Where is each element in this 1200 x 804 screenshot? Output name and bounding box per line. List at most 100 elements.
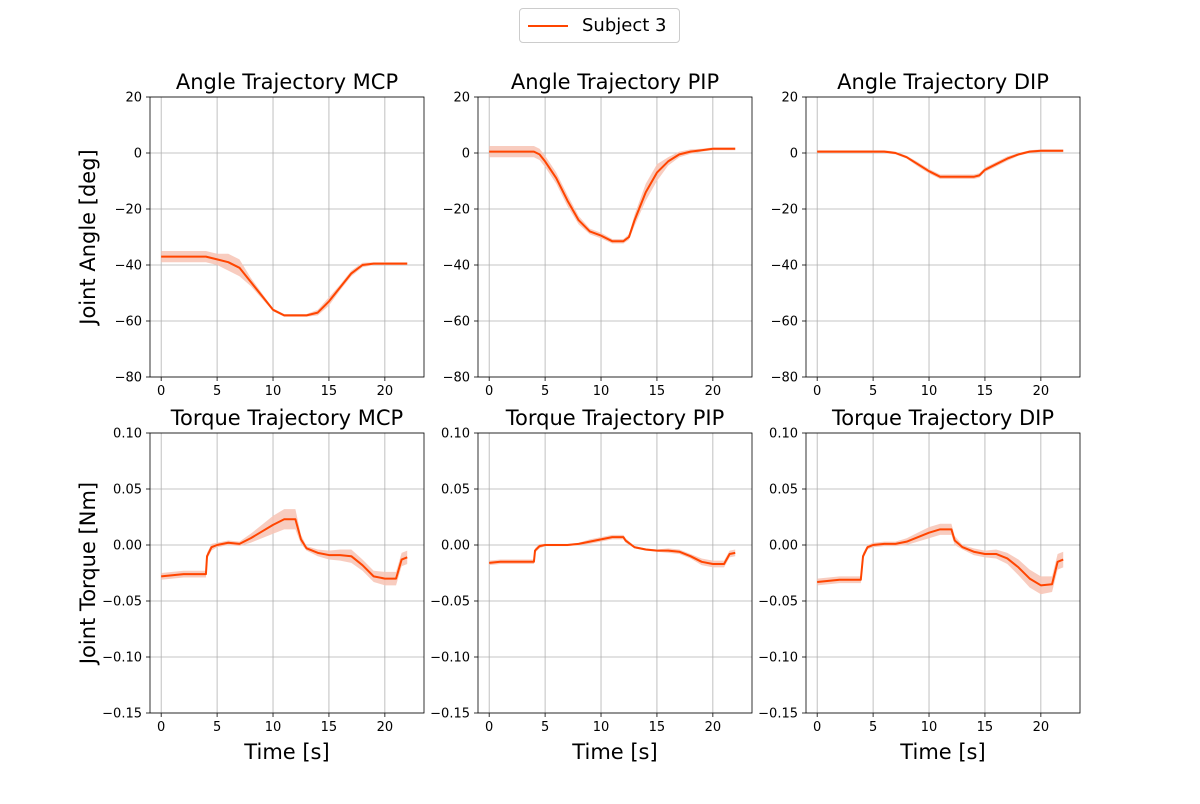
x-tick-label: 0 (813, 384, 821, 399)
x-tick-label: 0 (157, 720, 165, 735)
legend-line-icon (528, 25, 568, 27)
subplot-title: Torque Trajectory MCP (170, 406, 403, 430)
series-line (161, 255, 408, 317)
y-tick-label: −0.10 (102, 651, 142, 666)
y-tick-label: −20 (443, 203, 470, 218)
subplot-title: Angle Trajectory PIP (511, 70, 719, 94)
y-tick-label: −20 (771, 203, 798, 218)
y-axis-label: Joint Angle [deg] (76, 149, 100, 327)
x-tick-label: 20 (705, 384, 722, 399)
y-tick-label: −0.10 (758, 651, 798, 666)
x-tick-label: 0 (157, 384, 165, 399)
y-tick-label: −0.05 (430, 595, 470, 610)
subplot-3: 0 5 10 15 20 20 0 −20 −40 −60 −80 Angle Trajectory … (771, 70, 1081, 399)
y-tick-label: −40 (115, 259, 142, 274)
y-tick-label: 0 (790, 147, 798, 162)
x-tick-label: 5 (541, 384, 549, 399)
x-tick-label: 10 (921, 720, 938, 735)
y-tick-label: 0.00 (769, 539, 798, 554)
x-tick-label: 15 (321, 720, 338, 735)
axes-frame (149, 432, 425, 714)
x-tick-label: 0 (485, 720, 493, 735)
x-tick-label: 15 (977, 384, 994, 399)
x-tick-label: 15 (977, 720, 994, 735)
axes-frame (149, 96, 425, 378)
y-tick-label: −0.05 (102, 595, 142, 610)
series-std-band (161, 251, 408, 317)
x-tick-label: 5 (541, 720, 549, 735)
series-line (161, 518, 408, 580)
y-tick-label: 0.05 (769, 483, 798, 498)
legend: Subject 3 (519, 8, 680, 43)
subplot-1: 0 5 10 15 20 20 0 −20 −40 −60 −80 Angle Trajectory … (76, 70, 425, 399)
x-axis-label: Time [s] (243, 740, 329, 764)
y-tick-label: −20 (115, 203, 142, 218)
series-std-band (817, 523, 1064, 595)
series-std-band (817, 149, 1064, 180)
y-tick-label: 0.10 (113, 427, 142, 442)
series-line (817, 528, 1064, 587)
x-tick-label: 15 (321, 384, 338, 399)
subplot-6: 0 5 10 15 20 0.10 0.05 0.00 −0.05 −0.10 −0.15 Torqu… (758, 406, 1081, 764)
subplot-title: Angle Trajectory MCP (176, 70, 398, 94)
x-tick-label: 0 (813, 720, 821, 735)
x-tick-label: 0 (485, 384, 493, 399)
x-tick-label: 5 (213, 720, 221, 735)
y-tick-label: 20 (453, 91, 470, 106)
x-tick-label: 10 (265, 720, 282, 735)
x-tick-label: 10 (593, 384, 610, 399)
subplot-5: 0 5 10 15 20 0.10 0.05 0.00 −0.05 −0.10 −0.15 Torqu… (430, 406, 753, 764)
y-tick-label: −0.10 (430, 651, 470, 666)
axes-frame (805, 96, 1081, 378)
x-tick-label: 5 (213, 384, 221, 399)
y-axis-label: Joint Torque [Nm] (76, 482, 100, 666)
x-tick-label: 10 (265, 384, 282, 399)
y-tick-label: 0 (462, 147, 470, 162)
x-tick-label: 20 (377, 384, 394, 399)
y-tick-label: −60 (443, 315, 470, 330)
y-tick-label: −40 (443, 259, 470, 274)
x-tick-label: 5 (869, 720, 877, 735)
subplot-title: Angle Trajectory DIP (837, 70, 1049, 94)
x-tick-label: 15 (649, 720, 666, 735)
y-tick-label: 0.00 (441, 539, 470, 554)
y-tick-label: −0.15 (758, 707, 798, 722)
y-tick-label: −80 (443, 371, 470, 386)
x-tick-label: 15 (649, 384, 666, 399)
x-tick-label: 20 (377, 720, 394, 735)
axes-frame (477, 432, 753, 714)
series-line (817, 149, 1064, 178)
x-tick-label: 5 (869, 384, 877, 399)
series-line (489, 147, 736, 243)
x-tick-label: 10 (593, 720, 610, 735)
legend-label: Subject 3 (582, 15, 667, 36)
y-tick-label: 20 (125, 91, 142, 106)
y-tick-label: −80 (771, 371, 798, 386)
y-tick-label: −0.05 (758, 595, 798, 610)
subplot-title: Torque Trajectory PIP (505, 406, 725, 430)
x-axis-label: Time [s] (899, 740, 985, 764)
y-tick-label: 0 (134, 147, 142, 162)
y-tick-label: 0.00 (113, 539, 142, 554)
subplot-title: Torque Trajectory DIP (831, 406, 1054, 430)
axes-frame (805, 432, 1081, 714)
y-tick-label: 20 (781, 91, 798, 106)
series-std-band (489, 146, 736, 244)
x-tick-label: 20 (1033, 720, 1050, 735)
subplot-4: 0 5 10 15 20 0.10 0.05 0.00 −0.05 −0.10 −0.15 Torqu… (76, 406, 425, 764)
y-tick-label: −0.15 (102, 707, 142, 722)
y-tick-label: −60 (115, 315, 142, 330)
y-tick-label: −60 (771, 315, 798, 330)
y-tick-label: −0.15 (430, 707, 470, 722)
series-line (489, 536, 736, 566)
x-axis-label: Time [s] (571, 740, 657, 764)
y-tick-label: 0.10 (769, 427, 798, 442)
x-tick-label: 20 (1033, 384, 1050, 399)
subplot-2: 0 5 10 15 20 20 0 −20 −40 −60 −80 Angle Trajectory … (443, 70, 753, 399)
x-tick-label: 10 (921, 384, 938, 399)
x-tick-label: 20 (705, 720, 722, 735)
y-tick-label: −80 (115, 371, 142, 386)
y-tick-label: 0.10 (441, 427, 470, 442)
